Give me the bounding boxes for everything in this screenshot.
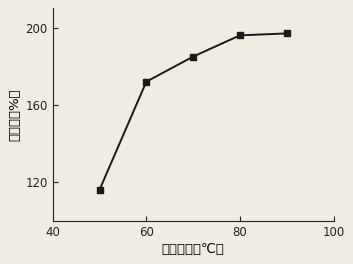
X-axis label: 膨化温度（℃）: 膨化温度（℃） xyxy=(162,243,225,256)
Y-axis label: 膨化率（%）: 膨化率（%） xyxy=(8,88,21,141)
